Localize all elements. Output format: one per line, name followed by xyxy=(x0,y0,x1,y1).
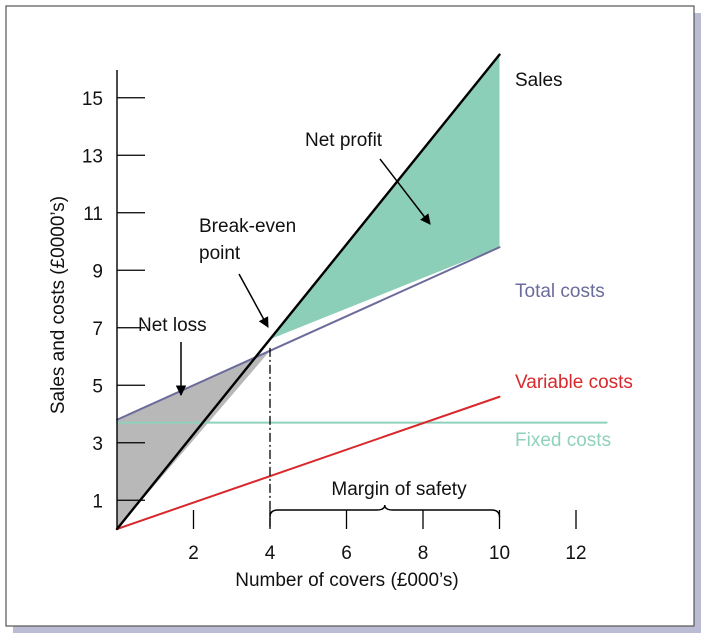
y-tick-label-9: 9 xyxy=(92,261,103,282)
y-tick-label-15: 15 xyxy=(82,89,103,110)
break-even-label-line2: point xyxy=(199,243,241,264)
legend-total-costs: Total costs xyxy=(515,281,605,302)
annotations-layer xyxy=(175,158,501,518)
legend-variable-costs: Variable costs xyxy=(515,372,633,393)
series-layer xyxy=(115,53,608,531)
y-axis-label: Sales and costs (£0000’s) xyxy=(48,196,69,414)
net-loss-label: Net loss xyxy=(138,315,207,336)
break-even-label-line1: Break-even xyxy=(199,216,296,237)
y-tick-label-5: 5 xyxy=(92,376,103,397)
y-tick-label-7: 7 xyxy=(92,319,103,340)
legend-fixed-costs: Fixed costs xyxy=(515,430,611,451)
series-line-sales xyxy=(115,53,501,531)
net-loss-region xyxy=(117,350,270,529)
y-tick-label-3: 3 xyxy=(92,434,103,455)
series-line-variable-costs xyxy=(116,395,501,530)
net-profit-arrow xyxy=(379,158,431,225)
frame-border xyxy=(5,5,695,627)
x-tick-label-6: 6 xyxy=(341,543,352,564)
net-profit-label: Net profit xyxy=(305,130,383,151)
margin-of-safety-label: Margin of safety xyxy=(331,479,467,500)
x-tick-label-12: 12 xyxy=(565,543,586,564)
x-tick-label-4: 4 xyxy=(265,543,276,564)
x-tick-label-2: 2 xyxy=(188,543,199,564)
legend-sales: Sales xyxy=(515,70,563,91)
y-tick-label-11: 11 xyxy=(83,204,103,225)
x-axis-label: Number of covers (£000’s) xyxy=(235,570,459,591)
y-tick-label-13: 13 xyxy=(82,146,103,167)
margin-of-safety-brace xyxy=(269,504,501,518)
break-even-arrow xyxy=(238,273,269,328)
y-tick-label-1: 1 xyxy=(92,491,103,512)
x-tick-label-8: 8 xyxy=(418,543,429,564)
x-tick-label-10: 10 xyxy=(489,543,510,564)
